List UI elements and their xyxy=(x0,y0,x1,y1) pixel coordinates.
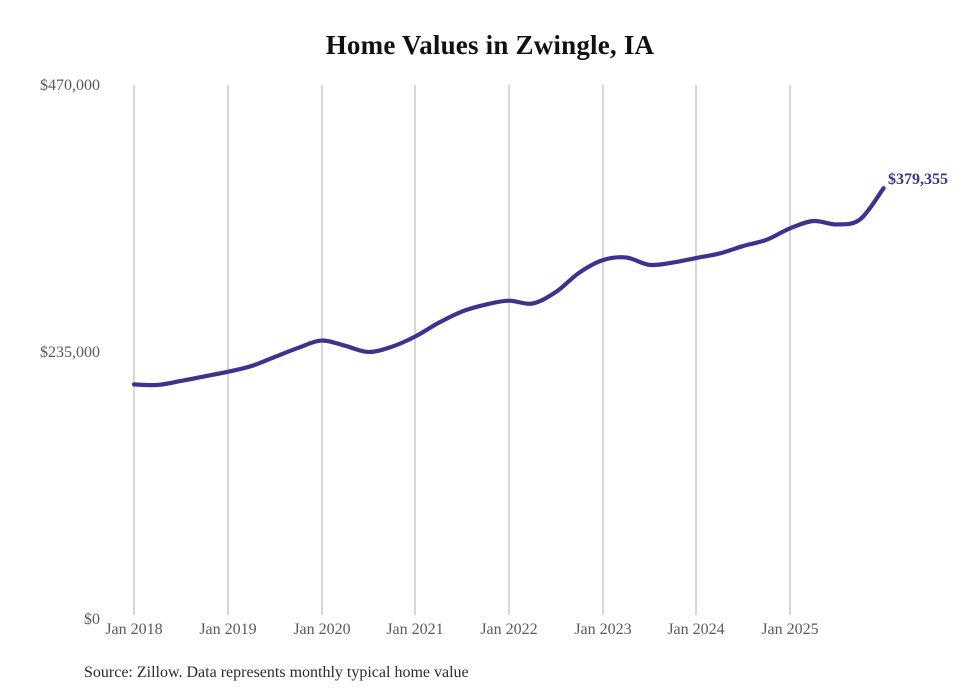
source-note: Source: Zillow. Data represents monthly … xyxy=(84,664,469,681)
x-axis-tick-jan-2024: Jan 2024 xyxy=(667,621,725,638)
y-axis-tick-0: $0 xyxy=(84,611,100,628)
x-axis-tick-jan-2022: Jan 2022 xyxy=(480,621,538,638)
x-axis-tick-jan-2019: Jan 2019 xyxy=(199,621,257,638)
x-axis-tick-jan-2025: Jan 2025 xyxy=(761,621,819,638)
y-axis-tick-470000: $470,000 xyxy=(40,77,100,94)
x-axis-tick-jan-2023: Jan 2023 xyxy=(574,621,632,638)
x-axis-tick-jan-2021: Jan 2021 xyxy=(386,621,444,638)
y-axis-tick-235000: $235,000 xyxy=(40,344,100,361)
page-title: Home Values in Zwingle, IA xyxy=(325,30,655,60)
x-axis-tick-jan-2018: Jan 2018 xyxy=(105,621,163,638)
x-axis-tick-jan-2020: Jan 2020 xyxy=(293,621,351,638)
gridline-group xyxy=(133,85,791,615)
series-line-typical-home-value xyxy=(131,186,886,388)
end-value-label: $379,355 xyxy=(888,171,948,188)
